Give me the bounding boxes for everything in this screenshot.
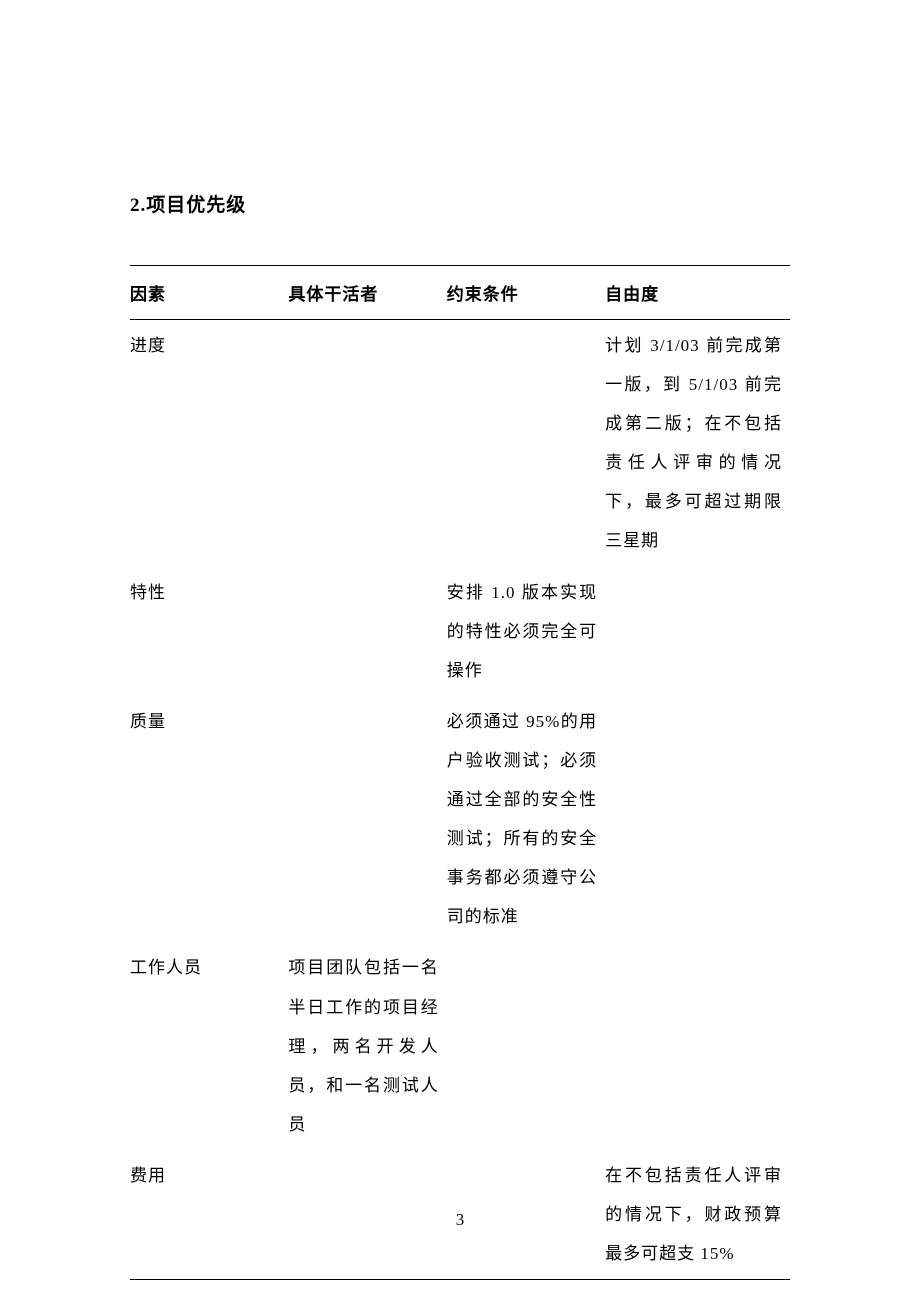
column-header-constraint: 约束条件 (447, 266, 605, 320)
cell-factor: 质量 (130, 696, 288, 943)
section-heading: 2.项目优先级 (130, 190, 790, 217)
cell-freedom: 计划 3/1/03 前完成第一版，到 5/1/03 前完成第二版；在不包括责任人… (605, 320, 790, 567)
cell-constraint: 安排 1.0 版本实现的特性必须完全可操作 (447, 567, 605, 696)
cell-freedom (605, 942, 790, 1149)
cell-worker (288, 567, 446, 696)
cell-factor: 进度 (130, 320, 288, 567)
cell-worker: 项目团队包括一名半日工作的项目经理，两名开发人员，和一名测试人员 (288, 942, 446, 1149)
cell-freedom (605, 696, 790, 943)
table-row: 工作人员 项目团队包括一名半日工作的项目经理，两名开发人员，和一名测试人员 (130, 942, 790, 1149)
priority-table: 因素 具体干活者 约束条件 自由度 进度 计划 3/1/03 前完成第一版，到 … (130, 265, 790, 1280)
cell-factor: 特性 (130, 567, 288, 696)
table-row: 特性 安排 1.0 版本实现的特性必须完全可操作 (130, 567, 790, 696)
page-content: 2.项目优先级 因素 具体干活者 约束条件 自由度 进度 计划 3/1/03 前… (0, 0, 920, 1280)
page-number: 3 (0, 1210, 920, 1230)
cell-worker (288, 320, 446, 567)
cell-worker (288, 696, 446, 943)
column-header-factor: 因素 (130, 266, 288, 320)
cell-constraint: 必须通过 95%的用户验收测试；必须通过全部的安全性测试；所有的安全事务都必须遵… (447, 696, 605, 943)
cell-factor: 工作人员 (130, 942, 288, 1149)
cell-constraint (447, 320, 605, 567)
column-header-worker: 具体干活者 (288, 266, 446, 320)
table-header-row: 因素 具体干活者 约束条件 自由度 (130, 266, 790, 320)
table-row: 质量 必须通过 95%的用户验收测试；必须通过全部的安全性测试；所有的安全事务都… (130, 696, 790, 943)
table-row: 进度 计划 3/1/03 前完成第一版，到 5/1/03 前完成第二版；在不包括… (130, 320, 790, 567)
cell-constraint (447, 942, 605, 1149)
column-header-freedom: 自由度 (605, 266, 790, 320)
cell-freedom (605, 567, 790, 696)
